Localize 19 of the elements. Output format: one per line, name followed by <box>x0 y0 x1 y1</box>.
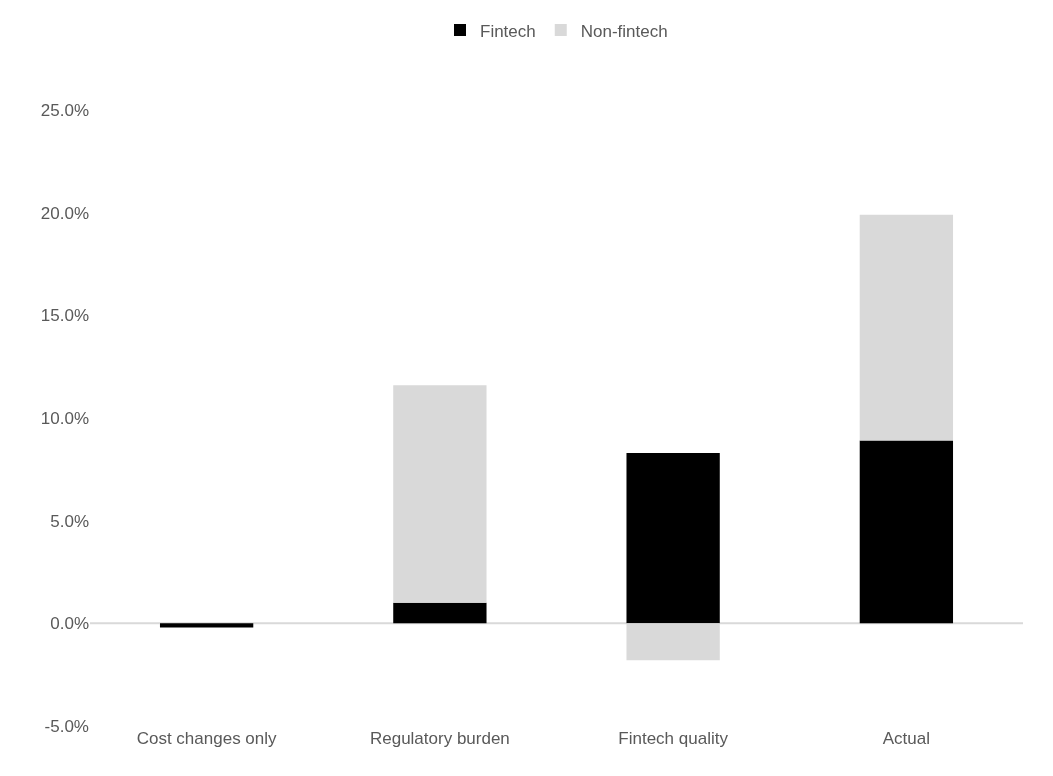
y-tick-label: -5.0% <box>44 716 89 736</box>
bar <box>393 602 487 624</box>
bar <box>626 452 720 624</box>
x-tick-label: Actual <box>882 729 931 748</box>
y-tick-label: 5.0% <box>50 511 89 531</box>
y-tick-label: 20.0% <box>40 203 89 223</box>
x-tick-label: Regulatory burden <box>369 729 510 748</box>
y-tick-label: 0.0% <box>50 614 89 634</box>
x-tick-label: Fintech quality <box>618 729 729 748</box>
y-tick-label: 25.0% <box>40 100 89 120</box>
bar <box>159 623 254 628</box>
bar <box>393 385 487 603</box>
legend-label: Fintech <box>480 21 536 41</box>
legend-label: Non-fintech <box>580 21 668 41</box>
x-tick-label: Cost changes only <box>136 729 278 748</box>
bar <box>859 440 954 624</box>
y-tick-label: 10.0% <box>40 408 89 428</box>
y-tick-label: 15.0% <box>40 306 89 326</box>
bar <box>859 214 954 441</box>
